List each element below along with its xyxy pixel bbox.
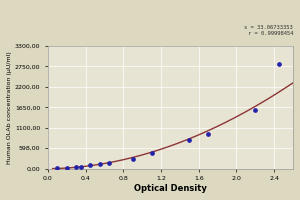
Point [88, 164, 93, 167]
Point [74, 166, 79, 169]
Point [206, 133, 211, 136]
Text: s = 33.06733353
r = 0.99998454: s = 33.06733353 r = 0.99998454 [244, 25, 293, 36]
Y-axis label: Human OLAb concentration (μU/ml): Human OLAb concentration (μU/ml) [7, 51, 12, 164]
Point [253, 108, 258, 112]
Point [64, 166, 69, 170]
Point [277, 62, 281, 65]
Point [107, 161, 112, 164]
Point [55, 167, 60, 170]
Point [187, 139, 192, 142]
Point [149, 151, 154, 154]
Point [79, 165, 83, 168]
Point [130, 157, 135, 160]
Point [97, 163, 102, 166]
X-axis label: Optical Density: Optical Density [134, 184, 207, 193]
